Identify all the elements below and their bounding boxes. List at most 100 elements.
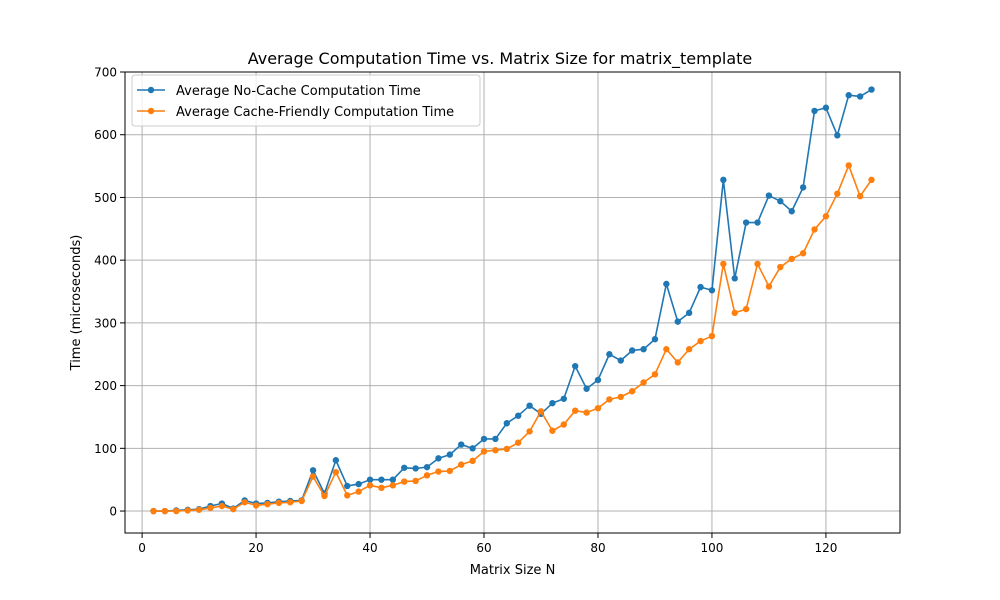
data-point	[856, 93, 864, 100]
data-point	[754, 219, 761, 226]
y-tick-label: 400	[94, 254, 117, 268]
x-tick-label: 80	[590, 541, 605, 555]
data-point	[423, 463, 431, 471]
data-point	[446, 451, 454, 458]
data-point	[799, 184, 807, 191]
data-point	[742, 219, 750, 226]
data-point	[526, 402, 533, 409]
data-point	[252, 502, 260, 509]
data-point	[423, 472, 431, 479]
data-point	[378, 476, 385, 483]
data-point	[708, 332, 716, 340]
data-point	[708, 287, 716, 294]
data-point	[344, 482, 351, 490]
legend-label-cache-friendly: Average Cache-Friendly Computation Time	[176, 105, 454, 120]
data-point	[685, 346, 693, 353]
data-point	[571, 362, 579, 370]
data-point	[583, 385, 590, 392]
data-point	[606, 351, 613, 358]
data-point	[401, 478, 408, 485]
data-point	[435, 455, 442, 462]
data-point	[298, 497, 305, 505]
data-point	[674, 318, 681, 325]
data-point	[355, 480, 362, 488]
data-point	[834, 132, 841, 139]
data-point	[480, 435, 488, 443]
data-point	[640, 379, 647, 386]
x-tick-label: 0	[138, 541, 146, 555]
data-point	[788, 208, 795, 215]
data-point	[583, 409, 590, 416]
data-point	[355, 488, 362, 495]
data-point	[366, 476, 374, 483]
data-point	[503, 445, 510, 453]
series-line	[153, 88, 872, 512]
data-point	[412, 477, 419, 485]
data-point	[594, 404, 602, 412]
data-point	[697, 337, 704, 345]
data-point	[549, 427, 556, 434]
tick-layer: 0 20 40 60 80 100 120 0 100 200 300 400 500 600 700	[94, 66, 837, 556]
data-point	[309, 467, 317, 474]
data-point	[777, 263, 784, 271]
data-point	[685, 309, 693, 317]
data-point	[651, 335, 659, 343]
data-point	[537, 408, 545, 415]
data-point	[150, 507, 157, 515]
data-point	[651, 371, 659, 378]
x-tick-label: 60	[476, 541, 491, 555]
data-point	[218, 502, 226, 510]
data-point	[469, 457, 476, 465]
data-point	[332, 468, 340, 476]
series-cache-friendly	[150, 162, 875, 515]
data-point	[731, 309, 738, 317]
legend-box	[131, 74, 481, 127]
data-point	[868, 176, 875, 184]
data-point	[401, 464, 408, 471]
data-point	[412, 465, 419, 472]
data-point	[560, 395, 567, 402]
data-point	[321, 492, 328, 500]
data-point	[617, 357, 624, 364]
y-tick-label: 300	[94, 316, 117, 330]
data-point	[560, 421, 567, 428]
data-point	[435, 468, 442, 475]
data-point	[697, 283, 704, 291]
data-point	[674, 359, 681, 366]
y-axis-label: Time (microseconds)	[69, 235, 84, 372]
data-point	[845, 92, 852, 99]
data-point	[834, 190, 841, 197]
data-point	[594, 376, 602, 384]
data-point	[720, 176, 727, 184]
x-axis-label: Matrix Size N	[470, 563, 556, 578]
data-point	[515, 439, 522, 446]
x-tick-label: 100	[700, 541, 723, 555]
data-point	[309, 473, 317, 480]
y-tick-label: 100	[94, 442, 117, 456]
data-point	[184, 507, 191, 514]
data-point	[628, 388, 636, 395]
data-point	[720, 260, 727, 268]
data-point	[515, 412, 522, 419]
data-point	[275, 499, 283, 507]
data-point	[173, 507, 180, 515]
y-tick-label: 700	[94, 66, 117, 80]
series-layer	[150, 86, 875, 515]
data-point	[469, 445, 476, 452]
data-point	[606, 396, 613, 403]
data-point	[480, 448, 488, 455]
data-point	[788, 255, 795, 263]
data-point	[264, 500, 271, 508]
data-point	[811, 226, 818, 233]
data-point	[640, 346, 647, 353]
data-point	[287, 499, 294, 506]
data-point	[777, 198, 784, 205]
data-point	[549, 399, 556, 407]
data-point	[571, 407, 579, 414]
y-tick-label: 0	[109, 505, 117, 519]
axes-frame	[124, 71, 901, 534]
data-point	[742, 305, 750, 313]
data-point	[731, 275, 738, 282]
data-point	[389, 482, 397, 489]
data-point	[195, 506, 203, 513]
